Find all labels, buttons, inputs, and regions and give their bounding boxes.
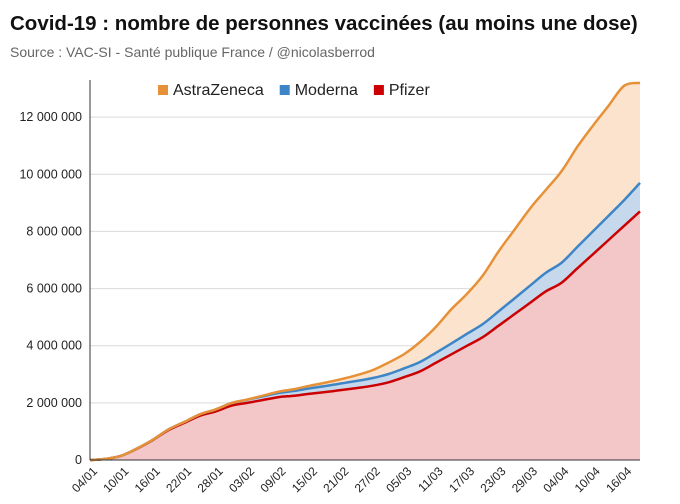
area-series <box>89 81 641 462</box>
x-tick-label: 10/01 <box>100 464 131 495</box>
x-tick-label: 16/04 <box>603 464 634 495</box>
y-tick-label: 6 000 000 <box>26 282 82 296</box>
x-tick-label: 09/02 <box>257 464 288 495</box>
legend-label-moderna: Moderna <box>295 82 358 99</box>
x-tick-label: 05/03 <box>383 464 414 495</box>
x-tick-label: 28/01 <box>195 464 226 495</box>
axes <box>89 80 640 461</box>
legend-swatch-moderna <box>279 85 290 95</box>
y-tick-label: 0 <box>75 453 82 467</box>
x-tick-label: 16/01 <box>132 464 163 495</box>
x-tick-label: 29/03 <box>509 464 540 495</box>
chart-title: Covid-19 : nombre de personnes vaccinées… <box>10 12 638 35</box>
legend-label-pfizer: Pfizer <box>389 82 431 99</box>
y-tick-label: 8 000 000 <box>26 224 82 238</box>
chart-subtitle: Source : VAC-SI - Santé publique France … <box>10 44 375 60</box>
area-astrazeneca <box>90 82 640 461</box>
x-tick-label: 22/01 <box>163 464 194 495</box>
x-tick-label: 03/02 <box>226 464 257 495</box>
x-tick-label: 04/04 <box>540 464 571 495</box>
legend-swatch-astrazeneca <box>158 85 168 95</box>
x-tick-label: 21/02 <box>320 464 351 495</box>
legend: AstraZeneca Moderna Pfizer <box>158 82 430 99</box>
area-pfizer <box>90 211 640 460</box>
x-tick-label: 11/03 <box>415 464 446 495</box>
x-tick-label: 04/01 <box>69 464 100 495</box>
y-tick-label: 10 000 000 <box>19 167 82 181</box>
x-tick-label: 27/02 <box>352 464 383 495</box>
legend-label-astrazeneca: AstraZeneca <box>173 82 264 99</box>
x-tick-label: 15/02 <box>289 464 320 495</box>
legend-swatch-pfizer <box>373 85 384 95</box>
x-tick-labels: 04/01 10/01 16/01 22/01 28/01 03/02 09/02 15/02… <box>69 464 635 495</box>
y-tick-label: 4 000 000 <box>26 339 82 353</box>
x-tick-label: 17/03 <box>446 464 477 495</box>
y-tick-labels: 0 2 000 000 4 000 000 6 000 000 8 000 000 10 … <box>19 110 82 467</box>
y-tick-label: 2 000 000 <box>26 396 82 410</box>
x-tick-label: 23/03 <box>477 464 508 495</box>
x-tick-label: 10/04 <box>572 464 603 495</box>
line-astrazeneca <box>89 81 641 462</box>
y-tick-label: 12 000 000 <box>19 110 82 124</box>
